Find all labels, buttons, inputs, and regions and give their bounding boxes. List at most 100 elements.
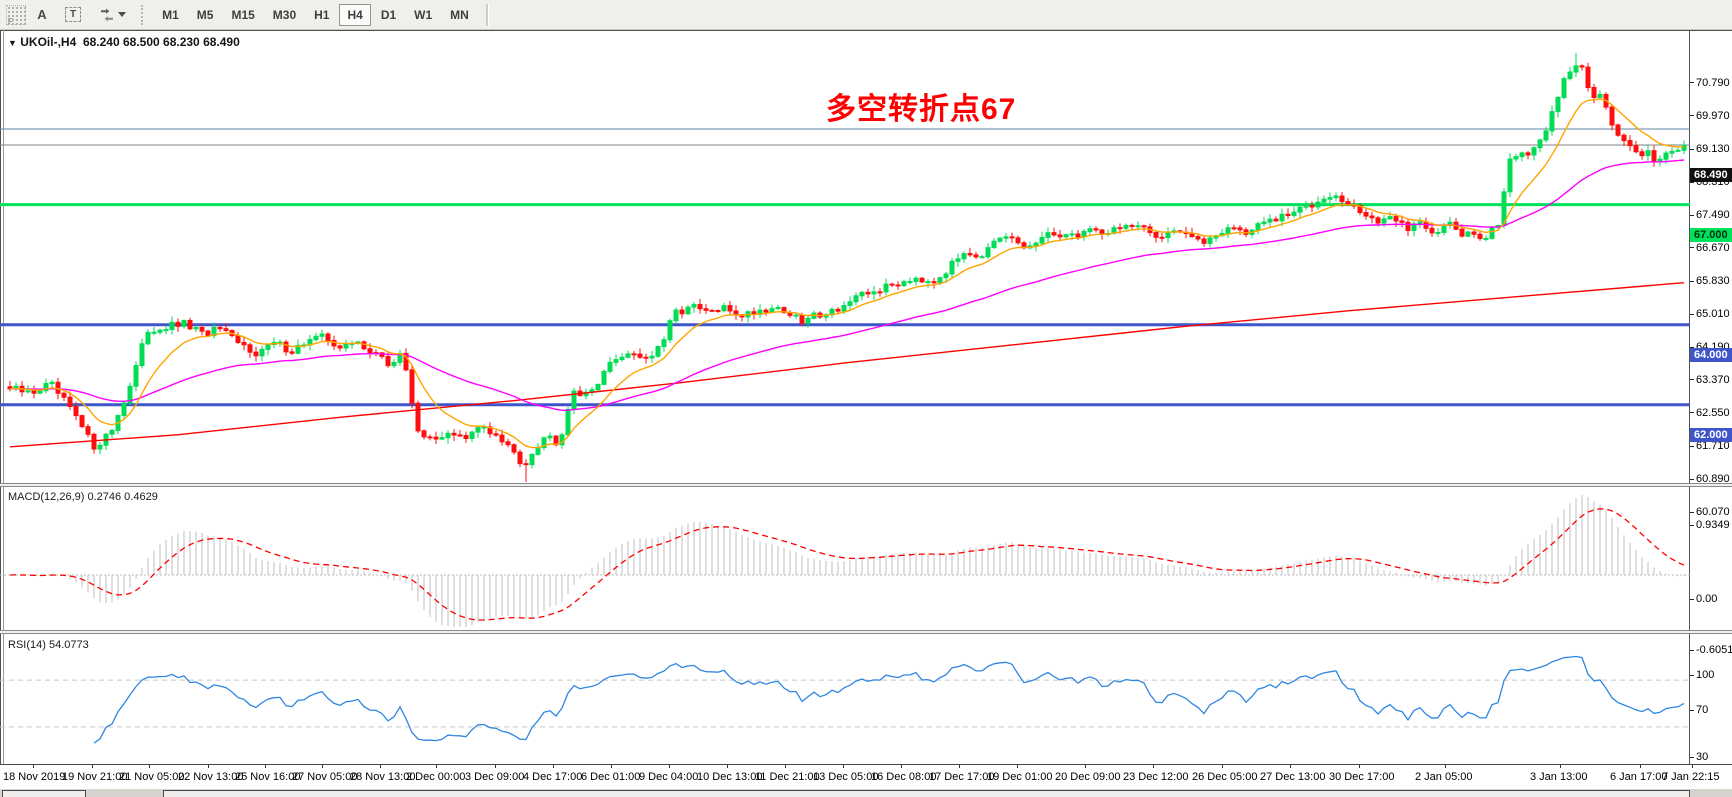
text-box-t-icon[interactable]: T [58,3,88,27]
timeframe-button-h4[interactable]: H4 [339,3,371,26]
price-tick-label: 65.830 [1696,275,1730,288]
price-tick-label: 62.550 [1696,406,1730,419]
price-tick-label: 60.070 [1696,506,1730,518]
time-axis-label: 19 Nov 21:00 [62,771,128,783]
rsi-indicator-canvas[interactable] [0,634,1690,764]
price-tick-mark [1690,181,1694,183]
symbol-dropdown-icon[interactable]: ▼ [8,38,17,48]
time-tick-mark [1445,765,1446,768]
time-tick-mark [727,765,728,768]
price-tick-mark [1690,214,1694,216]
price-tick-label: 69.130 [1696,143,1730,156]
rsi-axis-label: 70 [1696,704,1709,716]
text-a-icon[interactable]: A [30,3,54,27]
timeframe-button-h1[interactable]: H1 [306,4,337,26]
price-level-badge: 62.000 [1690,427,1732,442]
price-tick-mark [1690,115,1694,117]
time-tick-mark [33,765,34,768]
time-axis-label: 16 Dec 08:00 [871,771,937,783]
timeframe-button-m15[interactable]: M15 [223,4,262,26]
price-tick-label: 65.010 [1696,308,1730,321]
time-tick-mark [959,765,960,768]
macd-tick-mark [1690,599,1694,600]
time-axis-label: 28 Nov 13:00 [350,771,416,783]
time-axis-label: 2 Dec 00:00 [406,771,466,783]
price-tick-label: 63.370 [1696,373,1730,386]
symbol-period-label: UKOil-,H4 [20,35,77,49]
timeframe-button-m1[interactable]: M1 [154,4,187,26]
rsi-tick-mark [1690,675,1694,676]
toolbar: F A T M1 M5 M15 M30 H1 H4 D1 W1 MN [0,0,1732,30]
time-tick-mark [901,765,902,768]
time-tick-mark [149,765,150,768]
macd-axis-label: 0.00 [1696,593,1718,605]
pane-splitter[interactable] [0,630,1732,634]
toolbar-grip-icon[interactable]: F [6,4,26,26]
macd-indicator-canvas[interactable] [0,487,1690,630]
time-axis-label: 3 Dec 09:00 [465,771,525,783]
dropdown-caret-icon[interactable] [118,12,127,17]
time-axis-label: 4 Dec 17:00 [523,771,583,783]
price-axis-border [1689,30,1690,764]
time-tick-mark [265,765,266,768]
time-tick-mark [208,765,209,768]
rsi-label: RSI(14) 54.0773 [8,639,89,651]
timeframe-button-mn[interactable]: MN [442,4,477,26]
time-tick-mark [1153,765,1154,768]
grip-f-label: F [8,16,13,26]
macd-values: 0.2746 0.4629 [87,491,158,503]
price-level-badge: 64.000 [1690,347,1732,362]
time-axis-label: 6 Jan 17:00 [1610,771,1668,783]
macd-tick-mark [1690,650,1694,651]
time-axis-label: 3 Jan 13:00 [1530,771,1588,783]
time-axis-label: 23 Dec 12:00 [1123,771,1189,783]
time-tick-mark [553,765,554,768]
time-axis-label: 30 Dec 17:00 [1329,771,1395,783]
time-tick-mark [611,765,612,768]
time-tick-mark [1085,765,1086,768]
time-tick-mark [495,765,496,768]
price-chart-canvas[interactable] [0,30,1690,484]
time-tick-mark [785,765,786,768]
pane-splitter[interactable] [0,483,1732,487]
price-tick-label: 61.710 [1696,440,1730,453]
timeframe-button-m30[interactable]: M30 [265,4,304,26]
price-tick-mark [1690,82,1694,84]
chart-top-border [0,30,1732,31]
time-axis-label: 27 Dec 13:00 [1260,771,1326,783]
timeframe-button-m5[interactable]: M5 [189,4,222,26]
macd-name: MACD(12,26,9) [8,491,85,503]
price-tick-mark [1690,478,1694,480]
bottom-tab[interactable] [2,790,86,797]
price-tick-mark [1690,280,1694,282]
text-annotation: 多空转折点67 [826,93,1017,126]
timeframe-button-w1[interactable]: W1 [406,4,440,26]
time-axis-label: 27 Nov 05:00 [292,771,358,783]
macd-tick-mark [1690,525,1694,526]
price-tick-mark [1690,379,1694,381]
price-tick-mark [1690,445,1694,447]
macd-axis-label: -0.6051 [1696,644,1732,656]
time-tick-mark [843,765,844,768]
time-tick-mark [1640,765,1641,768]
time-axis-label: 20 Dec 09:00 [1055,771,1121,783]
price-level-badge: 67.000 [1690,227,1732,242]
time-axis-label: 9 Dec 04:00 [639,771,699,783]
bottom-tab[interactable] [163,790,1690,797]
chart-window: ▼ UKOil-,H4 68.240 68.500 68.230 68.490 … [0,30,1732,797]
rsi-axis-label: 30 [1696,751,1709,763]
time-axis[interactable]: 18 Nov 2019 19 Nov 21:00 21 Nov 05:00 22 No… [0,764,1732,789]
timeframe-button-d1[interactable]: D1 [373,4,404,26]
rsi-value: 54.0773 [48,639,89,651]
price-tick-label: 60.890 [1696,473,1730,486]
time-tick-mark [1222,765,1223,768]
time-axis-label: 18 Nov 2019 [3,771,66,783]
time-axis-label: 7 Jan 22:15 [1662,771,1720,783]
rsi-tick-mark [1690,757,1694,758]
price-tick-mark [1690,511,1694,513]
cursor-arrows-icon[interactable] [92,3,133,27]
time-tick-mark [380,765,381,768]
time-axis-label: 10 Dec 13:00 [697,771,763,783]
time-tick-mark [1017,765,1018,768]
time-axis-label: 22 Nov 13:00 [178,771,244,783]
